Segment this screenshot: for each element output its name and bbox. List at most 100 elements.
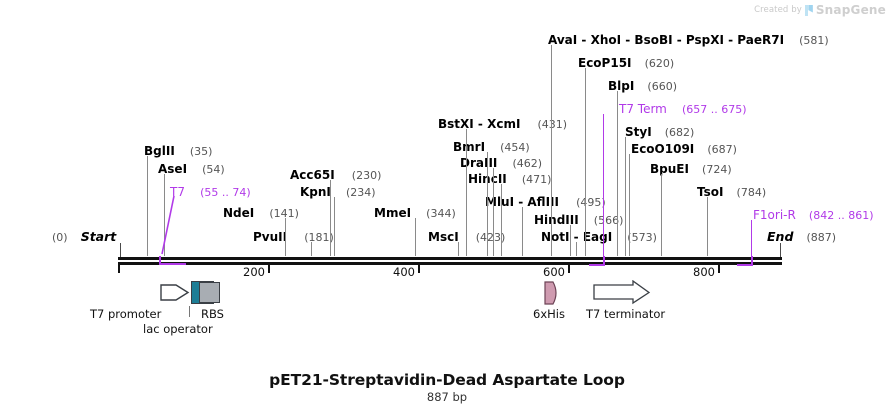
site-position: (581): [799, 34, 829, 47]
leader-draiii: [493, 168, 494, 256]
feature-mark-t7: [159, 263, 186, 265]
end-name: End: [767, 229, 794, 244]
leader-end: [780, 243, 781, 258]
site-label-mmei[interactable]: MmeI (344): [374, 206, 456, 220]
site-position: (566): [593, 214, 624, 227]
site-name: BstXI - XcmI: [438, 117, 521, 131]
site-position: (35): [189, 145, 213, 158]
start-position: (0): [52, 231, 68, 244]
snapgene-flag-icon: [804, 4, 813, 16]
site-position: (660): [647, 80, 678, 93]
leader-ndei: [285, 218, 286, 256]
site-name: MmeI: [374, 206, 412, 220]
site-label-acc65i[interactable]: Acc65I (230): [290, 168, 381, 182]
ruler-tick-800: [718, 265, 720, 273]
site-name: KpnI: [300, 185, 331, 199]
ruler-tick-600: [568, 265, 570, 273]
leader-msci: [458, 242, 459, 256]
feature-mark-f1ori-r-stem: [751, 256, 753, 266]
feature-position: (842 .. 861): [808, 209, 874, 222]
site-position: (454): [500, 141, 530, 154]
site-label-draiii[interactable]: DraIII (462): [460, 156, 542, 170]
leader-tsoi: [707, 197, 708, 256]
site-label-avai-xhoi-bsobi-pspxi-paer7i[interactable]: AvaI - XhoI - BsoBI - PspXI - PaeR7I (58…: [548, 33, 829, 47]
site-label-mlui-afliii[interactable]: MluI - AflIII (495): [485, 195, 606, 209]
end-label: End (887): [767, 230, 836, 244]
site-label-kpni[interactable]: KpnI (234): [300, 185, 376, 199]
end-position: (887): [806, 231, 837, 244]
feature-label-t7[interactable]: T7 (55 .. 74): [170, 185, 251, 199]
start-name: Start: [80, 229, 117, 244]
t7-terminator-arrow-icon[interactable]: [593, 280, 651, 305]
leader-bmri: [487, 152, 488, 256]
site-label-hindiii[interactable]: HindIII (566): [534, 213, 623, 227]
site-name: NotI - EagI: [541, 230, 613, 244]
site-position: (495): [576, 196, 606, 209]
feature-label-t7-term[interactable]: T7 Term (657 .. 675): [619, 102, 747, 116]
site-label-pvuii[interactable]: PvuII (181): [253, 230, 334, 244]
site-label-styi[interactable]: StyI (682): [625, 125, 694, 139]
t7-promoter-arrow-icon[interactable]: [160, 281, 190, 304]
site-label-ecoo109i[interactable]: EcoO109I (687): [631, 142, 737, 156]
leader-t7-feature: [161, 195, 175, 255]
site-position: (620): [644, 57, 675, 70]
feature-caption-t7-promoter: T7 promoter: [90, 307, 162, 321]
site-label-ndei[interactable]: NdeI (141): [223, 206, 299, 220]
site-label-bpuei[interactable]: BpuEI (724): [650, 162, 732, 176]
site-label-bmri[interactable]: BmrI (454): [453, 140, 530, 154]
leader-noti: [576, 242, 577, 256]
site-name: Acc65I: [290, 168, 335, 182]
watermark-created-label: Created by: [754, 5, 802, 15]
site-name: HindIII: [534, 213, 579, 227]
site-name: MscI: [428, 230, 459, 244]
site-label-hincii[interactable]: HincII (471): [468, 172, 551, 186]
leader-kpni: [334, 197, 335, 256]
site-name: TsoI: [697, 185, 724, 199]
ruler-label-800: 800: [693, 265, 715, 279]
feature-name: F1ori-R: [753, 208, 796, 222]
ruler-label-600: 600: [543, 265, 565, 279]
site-position: (234): [346, 186, 376, 199]
site-name: AvaI - XhoI - BsoBI - PspXI - PaeR7I: [548, 33, 785, 47]
lac-operator-leader: [189, 306, 190, 317]
site-name: BlpI: [608, 79, 635, 93]
leader-hindiii: [570, 225, 571, 256]
site-name: PvuII: [253, 230, 288, 244]
feature-name: T7 Term: [619, 102, 667, 116]
site-label-ecop15i[interactable]: EcoP15I (620): [578, 56, 674, 70]
rbs-box-icon[interactable]: [199, 282, 220, 303]
site-position: (54): [202, 163, 225, 176]
6xhis-arrow-icon[interactable]: [543, 281, 561, 305]
site-name: BmrI: [453, 140, 486, 154]
site-label-noti-eagi[interactable]: NotI - EagI (573): [541, 230, 657, 244]
feature-caption-t7-terminator: T7 terminator: [586, 307, 666, 321]
site-label-bglii[interactable]: BglII (35): [144, 144, 212, 158]
leader-pvuii: [311, 242, 312, 256]
snapgene-watermark: Created by SnapGene: [754, 3, 886, 17]
feature-caption-lac-operator: lac operator: [143, 322, 213, 336]
feature-mark-t7-stem: [159, 256, 161, 265]
leader-blpi: [617, 91, 618, 256]
site-name: AseI: [158, 162, 188, 176]
backbone-top-strand: [118, 257, 782, 260]
site-label-tsoi[interactable]: TsoI (784): [697, 185, 766, 199]
watermark-brand: SnapGene: [815, 3, 886, 17]
leader-ecop15i: [585, 68, 586, 256]
site-position: (423): [475, 231, 506, 244]
feature-position: (55 .. 74): [200, 186, 251, 199]
site-label-msci[interactable]: MscI (423): [428, 230, 505, 244]
site-label-asei[interactable]: AseI (54): [158, 162, 225, 176]
site-position: (471): [521, 173, 552, 186]
site-label-blpi[interactable]: BlpI (660): [608, 79, 677, 93]
leader-f1ori-r: [751, 220, 753, 256]
leader-hincii: [501, 184, 502, 256]
feature-label-f1ori-r[interactable]: F1ori-R (842 .. 861): [753, 208, 873, 222]
site-position: (784): [736, 186, 767, 199]
site-name: BpuEI: [650, 162, 689, 176]
feature-position: (657 .. 675): [681, 103, 747, 116]
page-subtitle: 887 bp: [426, 390, 468, 404]
site-label-bstxi-xcmi[interactable]: BstXI - XcmI (431): [438, 117, 567, 131]
start-label: (0) Start: [52, 230, 116, 244]
site-position: (687): [707, 143, 737, 156]
